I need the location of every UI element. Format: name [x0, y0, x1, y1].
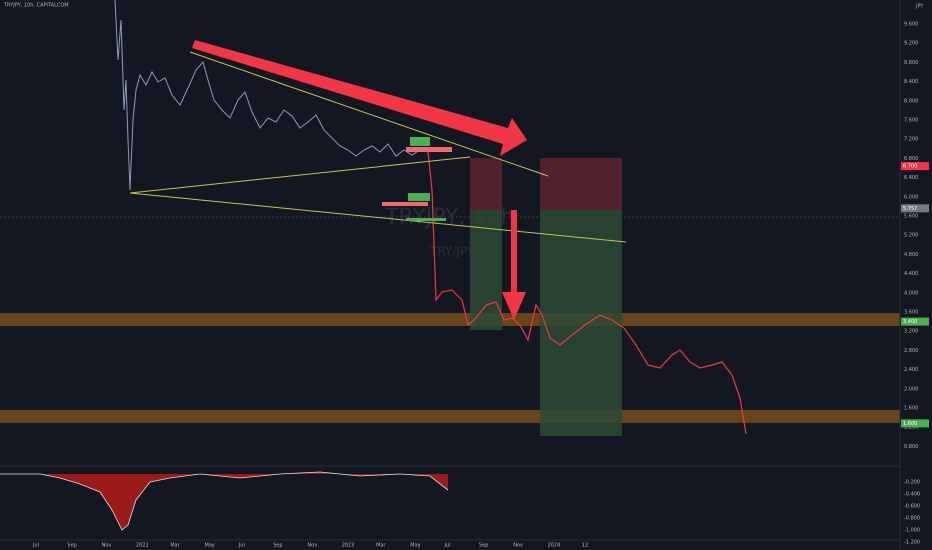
stop-zone — [470, 158, 502, 210]
oscillator-line — [0, 471, 449, 531]
time-label: Sep — [67, 543, 76, 549]
price-history — [114, 0, 429, 191]
time-label: Jul — [32, 543, 39, 549]
time-label: May — [410, 543, 420, 549]
price-label: 1.200 — [904, 425, 918, 431]
price-tag — [901, 204, 929, 213]
price-label: 4.000 — [904, 290, 918, 296]
price-label: 9.600 — [904, 22, 918, 28]
price-label: 6.000 — [904, 194, 918, 200]
label-box — [406, 218, 446, 221]
time-label: Jul — [444, 543, 451, 549]
price-tag — [901, 317, 929, 326]
arrow — [502, 210, 526, 320]
currency: JPY — [915, 4, 924, 10]
price-label: 5.200 — [904, 233, 918, 239]
target-zone — [470, 210, 502, 330]
oscillator-area — [0, 472, 448, 530]
price-label: 4.400 — [904, 271, 918, 277]
price-label: 4.800 — [904, 252, 918, 258]
time-label: 2022 — [136, 543, 149, 549]
price-label: 7.200 — [904, 137, 918, 143]
time-label: May — [205, 543, 215, 549]
label-box — [408, 193, 430, 201]
header-title: TRYJPY, 10h, CAPITALCOM — [3, 3, 69, 9]
time-label: 2024 — [548, 543, 561, 549]
price-label: 9.200 — [904, 41, 918, 47]
oscillator-label: -0.400 — [904, 492, 920, 498]
oscillator-label: -1.000 — [904, 528, 920, 534]
oscillator-label: -0.600 — [904, 504, 920, 510]
trend-line — [129, 156, 471, 194]
time-label: 2023 — [342, 543, 355, 549]
time-label: Mar — [170, 543, 180, 549]
price-tag-label: 1.600 — [903, 421, 917, 427]
label-box — [382, 202, 428, 206]
time-label: Nov — [102, 543, 112, 549]
time-label: Jul — [238, 543, 245, 549]
price-tag-label: 3.400 — [903, 319, 917, 325]
price-label: 8.000 — [904, 98, 918, 104]
price-label: 8.800 — [904, 60, 918, 66]
trend-line — [129, 192, 627, 243]
price-label: 2.800 — [904, 348, 918, 354]
price-label: 0.800 — [904, 444, 918, 450]
label-box — [406, 147, 452, 152]
trend-line — [189, 51, 549, 177]
price-label: 7.600 — [904, 118, 918, 124]
time-label: 12 — [582, 543, 588, 549]
price-label: 8.400 — [904, 79, 918, 85]
price-tag — [901, 162, 929, 171]
price-label: 5.600 — [904, 214, 918, 220]
price-tag — [901, 419, 929, 428]
price-label: 2.400 — [904, 367, 918, 373]
oscillator-label: -0.800 — [904, 516, 920, 522]
target-zone — [540, 210, 622, 436]
time-label: Mar — [376, 543, 386, 549]
time-label: Nov — [513, 543, 523, 549]
watermark-pair: TRY/JPY — [429, 245, 475, 259]
arrow — [192, 40, 527, 156]
zone-band — [0, 410, 900, 423]
price-label: 1.600 — [904, 406, 918, 412]
oscillator-label: -1.200 — [904, 540, 920, 546]
price-label: 3.600 — [904, 310, 918, 316]
time-label: Sep — [479, 543, 488, 549]
price-label: 3.200 — [904, 329, 918, 335]
time-label: Sep — [273, 543, 282, 549]
oscillator-label: -0.200 — [904, 480, 920, 486]
price-tag-label: 5.757 — [903, 206, 917, 212]
zone-band — [0, 313, 900, 326]
projection-line — [427, 151, 747, 435]
price-label: 6.800 — [904, 156, 918, 162]
price-label: 2.000 — [904, 386, 918, 392]
stop-zone — [540, 158, 622, 210]
price-label: 6.400 — [904, 175, 918, 181]
label-box — [410, 137, 430, 146]
time-label: Nov — [307, 543, 317, 549]
price-tag-label: 6.700 — [903, 164, 917, 170]
